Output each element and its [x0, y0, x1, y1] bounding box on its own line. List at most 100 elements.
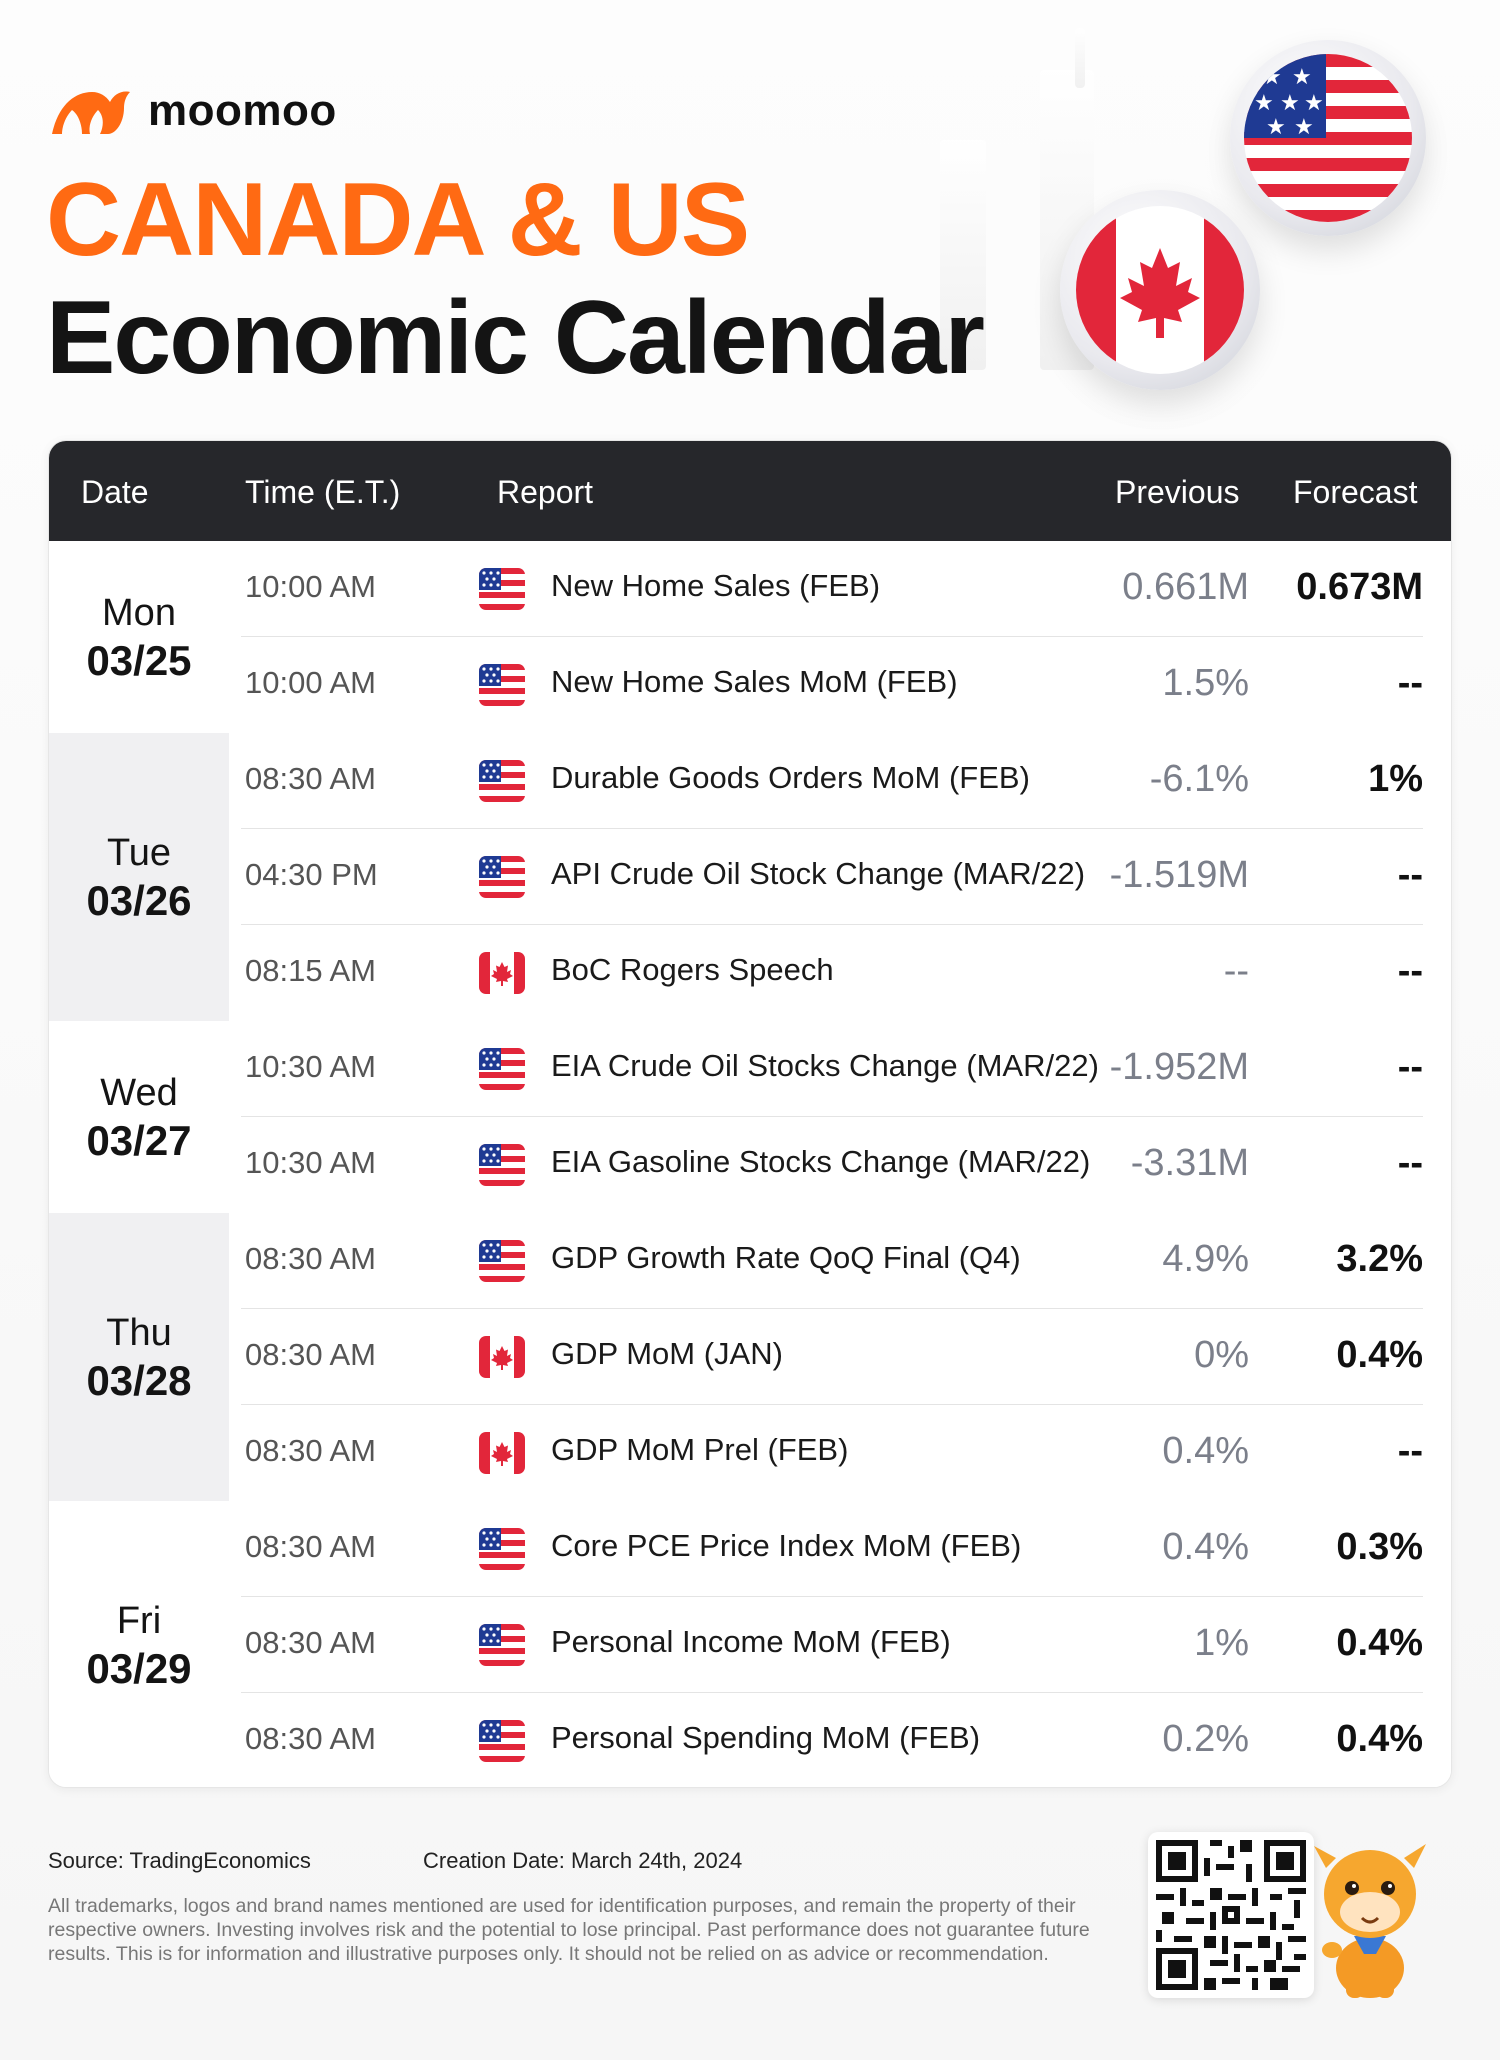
previous-value: 1%	[1194, 1622, 1249, 1664]
table-row: 08:15 AM BoC Rogers Speech -- --	[229, 925, 1451, 1021]
date-cell: Mon 03/25	[49, 541, 229, 733]
date-cell: Wed 03/27	[49, 1021, 229, 1213]
day-group-tue: Tue 03/26 08:30 AM Durable Goods Orders MoM…	[49, 733, 1451, 1021]
rows-area: 10:30 AM EIA Crude Oil Stocks Change (MAR…	[229, 1021, 1451, 1213]
report-name: New Home Sales MoM (FEB)	[551, 664, 958, 699]
previous-value: 0.2%	[1162, 1718, 1249, 1760]
day-group-mon: Mon 03/25 10:00 AM New Home Sales (FEB) 0.66…	[49, 541, 1451, 733]
us-flag-icon	[479, 1528, 525, 1570]
svg-text:★: ★	[1294, 115, 1314, 140]
event-time: 08:30 AM	[245, 761, 376, 796]
row-divider	[241, 1692, 1423, 1693]
date-month-day: 03/25	[86, 636, 192, 684]
report-name: BoC Rogers Speech	[551, 952, 834, 987]
us-flag-icon	[479, 760, 525, 802]
table-row: 08:30 AM GDP MoM Prel (FEB) 0.4% --	[229, 1405, 1451, 1501]
report-name: Core PCE Price Index MoM (FEB)	[551, 1528, 1022, 1563]
rows-area: 10:00 AM New Home Sales (FEB) 0.661M 0.673M…	[229, 541, 1451, 733]
canada-flag-icon	[479, 952, 525, 994]
event-time: 08:30 AM	[245, 1433, 376, 1468]
event-time: 08:15 AM	[245, 953, 376, 988]
title-line-1: CANADA & US	[46, 162, 750, 278]
date-month-day: 03/29	[86, 1644, 192, 1692]
forecast-value: 1%	[1368, 758, 1423, 800]
rows-area: 08:30 AM GDP Growth Rate QoQ Final (Q4) 4.…	[229, 1213, 1451, 1501]
canada-flag-emblem-icon	[1076, 206, 1244, 374]
rows-area: 08:30 AM Durable Goods Orders MoM (FEB) -6…	[229, 733, 1451, 1021]
report-name: EIA Crude Oil Stocks Change (MAR/22)	[551, 1048, 1099, 1083]
previous-value: 1.5%	[1162, 662, 1249, 704]
event-time: 10:00 AM	[245, 569, 376, 604]
svg-text:★: ★	[1304, 91, 1324, 116]
day-group-wed: Wed 03/27 10:30 AM EIA Crude Oil Stocks Cha…	[49, 1021, 1451, 1213]
us-flag-icon	[479, 856, 525, 898]
header-report: Report	[497, 474, 594, 510]
event-time: 08:30 AM	[245, 1529, 376, 1564]
event-time: 08:30 AM	[245, 1241, 376, 1276]
rows-area: 08:30 AM Core PCE Price Index MoM (FEB) 0.…	[229, 1501, 1451, 1787]
event-time: 10:00 AM	[245, 665, 376, 700]
table-row: 10:00 AM New Home Sales MoM (FEB) 1.5% --	[229, 637, 1451, 733]
previous-value: 0.661M	[1122, 566, 1249, 608]
table-row: 08:30 AM Personal Income MoM (FEB) 1% 0.4%	[229, 1597, 1451, 1693]
header-date: Date	[81, 474, 149, 510]
report-name: Personal Spending MoM (FEB)	[551, 1720, 981, 1755]
table-row: 08:30 AM GDP Growth Rate QoQ Final (Q4) 4.…	[229, 1213, 1451, 1309]
row-divider	[241, 1116, 1423, 1117]
decorative-bar	[940, 140, 986, 370]
report-name: EIA Gasoline Stocks Change (MAR/22)	[551, 1144, 1091, 1179]
forecast-value: --	[1397, 950, 1423, 992]
report-name: Durable Goods Orders MoM (FEB)	[551, 760, 1030, 795]
header-time: Time (E.T.)	[245, 474, 401, 510]
forecast-value: 0.3%	[1336, 1526, 1423, 1568]
event-time: 08:30 AM	[245, 1625, 376, 1660]
date-day-of-week: Thu	[106, 1312, 172, 1355]
us-flag-icon	[479, 1240, 525, 1282]
svg-text:★: ★	[1254, 91, 1274, 116]
previous-value: 0%	[1194, 1334, 1249, 1376]
previous-value: -1.952M	[1109, 1046, 1249, 1088]
previous-value: -6.1%	[1149, 758, 1249, 800]
forecast-value: 0.4%	[1336, 1718, 1423, 1760]
row-divider	[241, 636, 1423, 637]
report-name: Personal Income MoM (FEB)	[551, 1624, 951, 1659]
us-flag-icon	[479, 664, 525, 706]
forecast-value: 0.4%	[1336, 1622, 1423, 1664]
canada-flag-icon	[479, 1432, 525, 1474]
date-day-of-week: Mon	[102, 592, 176, 635]
forecast-value: 3.2%	[1336, 1238, 1423, 1280]
date-day-of-week: Wed	[100, 1072, 178, 1115]
report-name: API Crude Oil Stock Change (MAR/22)	[551, 856, 1086, 891]
table-header: Date Time (E.T.) Report Previous Forecas…	[49, 441, 1451, 541]
forecast-value: --	[1397, 1430, 1423, 1472]
economic-calendar-table: Date Time (E.T.) Report Previous Forecas…	[48, 440, 1452, 1788]
moomoo-logo-icon	[52, 91, 130, 134]
canada-flag-icon	[479, 1336, 525, 1378]
previous-value: -3.31M	[1130, 1142, 1249, 1184]
forecast-value: --	[1397, 662, 1423, 704]
qr-code-icon[interactable]	[1148, 1832, 1314, 1998]
report-name: GDP MoM Prel (FEB)	[551, 1432, 849, 1467]
creation-date: Creation Date: March 24th, 2024	[423, 1848, 743, 1873]
row-divider	[241, 924, 1423, 925]
table-row: 08:30 AM GDP MoM (JAN) 0% 0.4%	[229, 1309, 1451, 1405]
decorative-bar	[1075, 28, 1085, 88]
header-previous: Previous	[1115, 474, 1240, 510]
svg-text:★: ★	[1280, 91, 1300, 116]
event-time: 04:30 PM	[245, 857, 378, 892]
us-flag-icon	[479, 1720, 525, 1762]
date-day-of-week: Fri	[116, 1600, 162, 1643]
brand: moomoo	[48, 84, 337, 138]
event-time: 10:30 AM	[245, 1145, 376, 1180]
day-group-fri: Fri 03/29 08:30 AM Core PCE Price Index MoM…	[49, 1501, 1451, 1787]
forecast-value: --	[1397, 1142, 1423, 1184]
table-row: 10:30 AM EIA Gasoline Stocks Change (MAR/…	[229, 1117, 1451, 1213]
date-cell: Tue 03/26	[49, 733, 229, 1021]
previous-value: -1.519M	[1109, 854, 1249, 896]
date-cell: Thu 03/28	[49, 1213, 229, 1501]
us-flag-icon	[479, 1624, 525, 1666]
row-divider	[241, 1308, 1423, 1309]
us-flag-icon	[479, 568, 525, 610]
date-month-day: 03/27	[86, 1116, 192, 1164]
row-divider	[241, 1404, 1423, 1405]
